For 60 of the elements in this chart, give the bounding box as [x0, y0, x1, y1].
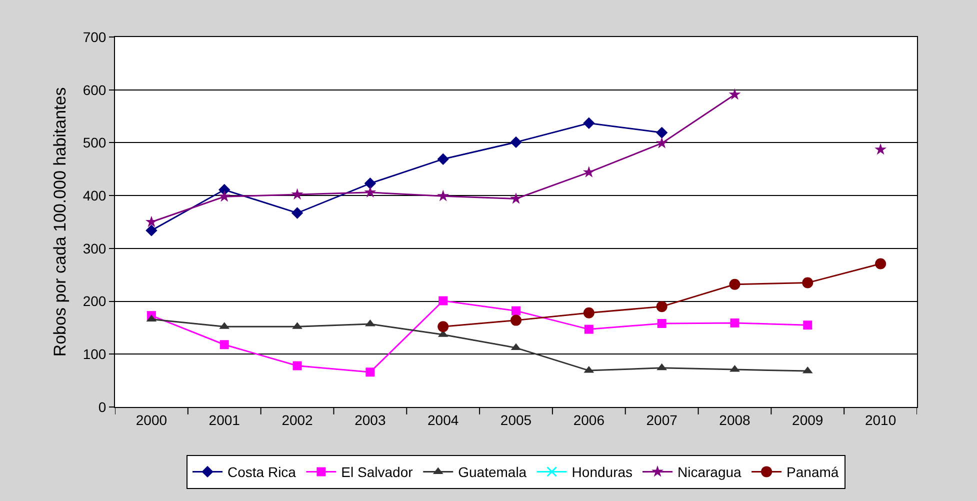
point: [437, 153, 449, 165]
x-tick-label: 2002: [282, 412, 314, 428]
legend-label: Guatemala: [458, 464, 527, 480]
y-tick-label: 100: [82, 346, 106, 362]
legend-label: Nicaragua: [678, 464, 742, 480]
y-axis-title: Robos por cada 100.000 habitantes: [50, 87, 70, 357]
point: [510, 314, 522, 326]
point: [438, 296, 448, 306]
point: [656, 301, 668, 312]
point: [729, 278, 740, 290]
point: [438, 321, 449, 332]
x-tick-label: 2006: [573, 412, 605, 428]
point: [728, 88, 741, 100]
point: [802, 277, 814, 288]
y-tick-label: 200: [82, 293, 106, 310]
point: [366, 368, 375, 377]
x-tick-label: 2005: [500, 412, 532, 428]
y-tick-label: 500: [82, 134, 106, 151]
point: [145, 216, 158, 228]
x-tick-label: 2010: [864, 412, 896, 428]
y-tick-label: 600: [82, 82, 106, 98]
x-tick-label: 2009: [792, 412, 824, 428]
point: [220, 340, 229, 350]
point: [291, 188, 304, 200]
point: [510, 136, 522, 148]
x-tick-label: 2004: [428, 412, 459, 428]
legend-label: El Salvador: [341, 464, 414, 480]
point: [512, 306, 520, 316]
point: [292, 361, 302, 370]
point: [657, 318, 666, 328]
point: [218, 190, 230, 202]
y-tick-label: 400: [82, 187, 106, 204]
point: [364, 178, 376, 190]
point: [582, 166, 595, 178]
point: [584, 324, 594, 334]
legend-label: Panamá: [786, 464, 839, 480]
point: [730, 364, 740, 372]
point: [875, 258, 886, 270]
point: [291, 207, 304, 219]
y-tick-label: 300: [82, 240, 106, 256]
y-tick-label: 700: [82, 28, 106, 45]
point: [583, 307, 594, 318]
point: [803, 320, 812, 330]
legend-label: Costa Rica: [228, 464, 296, 480]
x-tick-label: 2007: [646, 412, 678, 428]
point: [656, 136, 668, 148]
x-tick-label: 2003: [354, 412, 386, 428]
point: [364, 186, 376, 198]
point: [656, 126, 668, 139]
point: [874, 143, 887, 155]
point: [146, 224, 158, 236]
point: [583, 117, 595, 130]
x-tick-label: 2000: [136, 412, 168, 428]
point: [510, 192, 522, 204]
legend-label: Honduras: [572, 464, 633, 480]
point: [730, 318, 740, 328]
x-tick-label: 2008: [719, 412, 751, 428]
x-tick-label: 2001: [208, 412, 240, 428]
point: [437, 190, 450, 202]
y-tick-label: 0: [98, 398, 106, 415]
